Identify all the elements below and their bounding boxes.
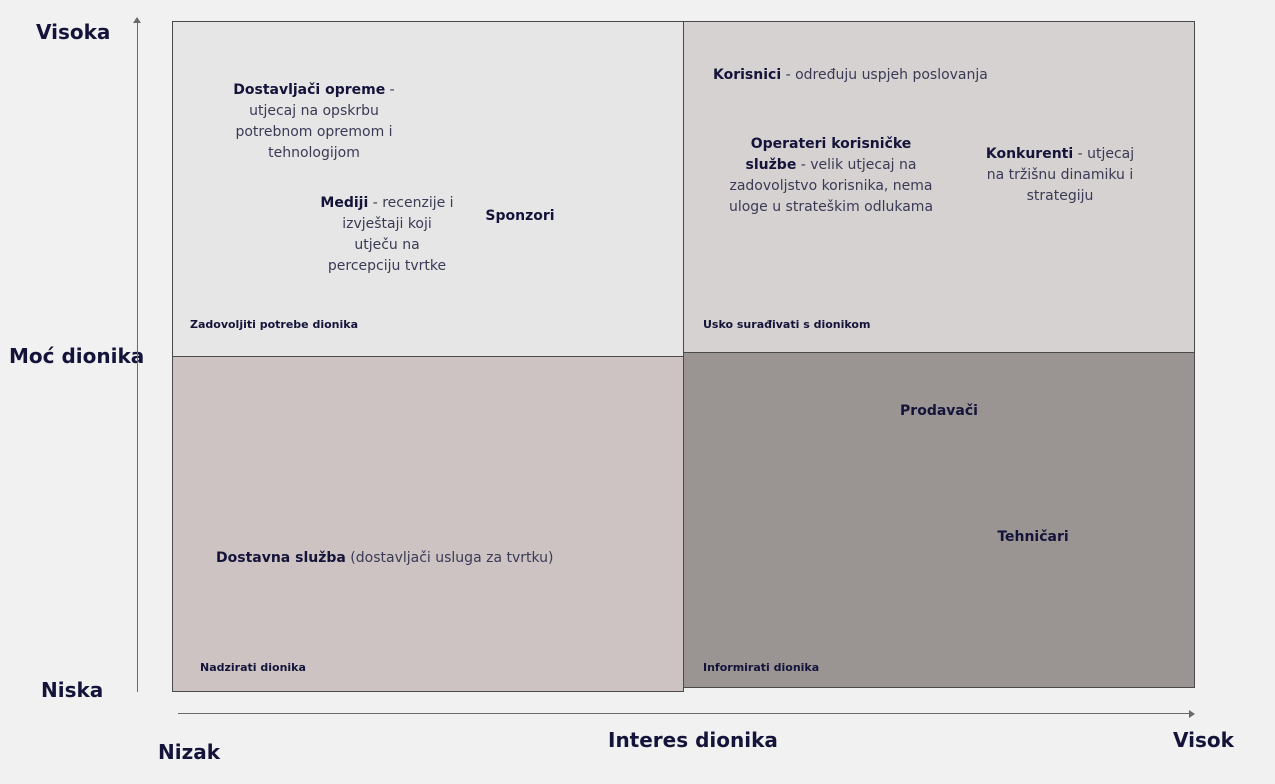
stakeholder-delivery-service: Dostavna služba (dostavljači usluga za t…	[216, 548, 554, 569]
stakeholder-desc: - recenzije i izvještaji koji utječu na …	[327, 195, 454, 274]
stakeholder-desc: - utjecaj na tržišnu dinamiku i strategi…	[986, 146, 1135, 204]
power-axis-title: Moć dionika	[9, 344, 145, 368]
stakeholder-name: Korisnici	[713, 67, 782, 83]
power-axis-arrow-icon	[133, 17, 141, 23]
interest-axis-title: Interes dionika	[608, 728, 778, 752]
quadrant-manage-closely	[683, 21, 1195, 353]
stakeholder-customer-service-operators: Operateri korisničke službe - velik utje…	[724, 134, 938, 218]
quadrant-caption-keep-satisfied: Zadovoljiti potrebe dionika	[190, 318, 359, 331]
stakeholder-sponsors: Sponzori	[470, 206, 570, 227]
stakeholder-name: Dostavljači opreme	[233, 82, 386, 98]
quadrant-keep-satisfied	[172, 21, 684, 357]
stakeholder-technicians: Tehničari	[983, 527, 1083, 548]
power-axis-line	[137, 22, 138, 692]
stakeholder-competitors: Konkurenti - utjecaj na tržišnu dinamiku…	[978, 144, 1142, 207]
quadrant-caption-manage-closely: Usko surađivati s dionikom	[703, 318, 871, 331]
interest-axis-arrow-icon	[1189, 710, 1195, 718]
stakeholder-name: Dostavna služba	[216, 550, 346, 566]
stakeholder-name: Mediji	[320, 195, 369, 211]
interest-axis-line	[178, 713, 1190, 714]
quadrant-caption-monitor: Nadzirati dionika	[200, 661, 306, 674]
stakeholder-name: Konkurenti	[985, 146, 1074, 162]
stakeholder-users: Korisnici - određuju uspjeh poslovanja	[713, 65, 988, 86]
power-high-label: Visoka	[36, 20, 111, 44]
quadrant-caption-keep-informed: Informirati dionika	[703, 661, 820, 674]
stakeholder-name: Operateri korisničke službe	[745, 136, 912, 173]
stakeholder-desc: - određuju uspjeh poslovanja	[781, 67, 988, 83]
stakeholder-name: Prodavači	[900, 403, 978, 419]
stakeholder-media: Mediji - recenzije i izvještaji koji utj…	[320, 193, 454, 277]
power-low-label: Niska	[41, 678, 104, 702]
stakeholder-name: Sponzori	[485, 208, 555, 224]
stakeholder-equipment-suppliers: Dostavljači opreme - utjecaj na opskrbu …	[232, 80, 396, 164]
stakeholder-desc: - utjecaj na opskrbu potrebnom opremom i…	[235, 82, 395, 161]
quadrant-keep-informed	[683, 352, 1195, 688]
stakeholder-name: Tehničari	[997, 529, 1069, 545]
interest-high-label: Visok	[1173, 728, 1234, 752]
interest-low-label: Nizak	[158, 740, 221, 764]
stakeholder-desc: (dostavljači usluga za tvrtku)	[345, 550, 554, 566]
stakeholder-sellers: Prodavači	[889, 401, 989, 422]
stakeholder-desc: - velik utjecaj na zadovoljstvo korisnik…	[728, 157, 934, 215]
quadrant-monitor	[172, 356, 684, 692]
